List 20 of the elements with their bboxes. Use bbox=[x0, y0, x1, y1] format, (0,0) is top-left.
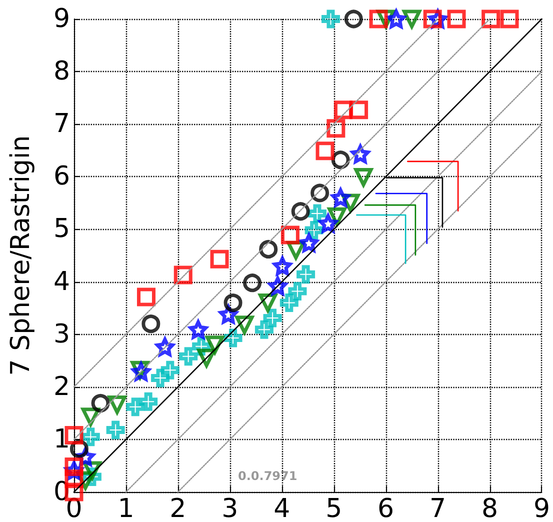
x-tick-label: 9 bbox=[533, 494, 550, 522]
x-tick-label: 6 bbox=[378, 494, 394, 522]
y-axis-title: 7 Sphere/Rastrigin bbox=[6, 135, 36, 376]
y-tick-label: 2 bbox=[53, 372, 70, 402]
annotation: 0.0.7971 bbox=[238, 469, 298, 483]
y-tick-label: 5 bbox=[53, 214, 70, 244]
x-tick-label: 2 bbox=[170, 494, 186, 522]
y-tick-label: 6 bbox=[53, 162, 70, 192]
x-tick-label: 3 bbox=[222, 494, 238, 522]
y-tick-label: 4 bbox=[53, 266, 70, 297]
x-tick-label: 7 bbox=[430, 494, 446, 522]
y-tick-label: 9 bbox=[53, 4, 70, 34]
y-tick-label: 1 bbox=[53, 424, 70, 454]
y-tick-label: 7 bbox=[53, 109, 70, 140]
y-tick-label: 3 bbox=[53, 319, 70, 350]
y-tick-label: 8 bbox=[53, 56, 70, 87]
x-tick-label: 8 bbox=[481, 494, 498, 522]
x-tick-label: 5 bbox=[326, 494, 342, 522]
x-tick-label: 4 bbox=[274, 494, 290, 522]
x-tick-label: 1 bbox=[118, 494, 134, 522]
